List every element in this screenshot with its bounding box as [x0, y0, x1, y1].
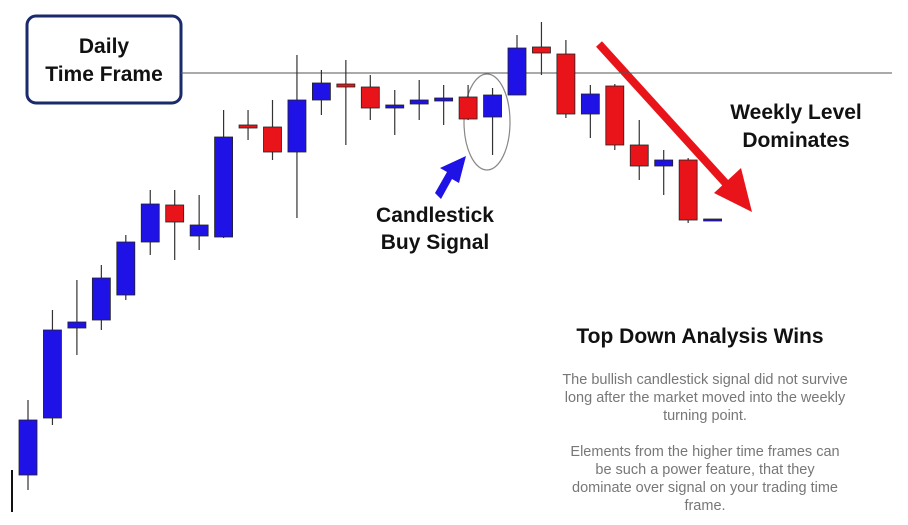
paragraph-line: Elements from the higher time frames can: [570, 444, 839, 460]
paragraph-line: frame.: [684, 498, 725, 514]
candle-body: [580, 93, 600, 115]
candle-body: [703, 218, 722, 222]
candle-body: [67, 321, 87, 329]
candle-body: [238, 124, 258, 129]
paragraph-line: The bullish candlestick signal did not s…: [562, 372, 847, 388]
candle-body: [409, 99, 429, 105]
candle-body: [458, 96, 478, 120]
candle-body: [18, 419, 38, 476]
candle-body: [385, 104, 405, 109]
signal-label: Buy Signal: [381, 231, 490, 254]
signal-ellipse: [463, 73, 511, 171]
candle-body: [214, 136, 234, 238]
red-arrow-head: [714, 168, 752, 212]
candle-body: [336, 83, 356, 88]
label-box: [25, 14, 183, 105]
candle-body: [654, 159, 674, 167]
box-label: Daily: [79, 35, 130, 58]
candle-body: [263, 126, 282, 153]
candle-body: [434, 97, 454, 102]
paragraph-line: be such a power feature, that they: [595, 462, 815, 478]
candle-body: [532, 46, 551, 54]
candle-body: [556, 53, 576, 115]
paragraph-line: dominate over signal on your trading tim…: [572, 480, 838, 496]
candle-body: [43, 329, 62, 419]
red-arrow-shaft: [596, 41, 733, 191]
weekly-label: Dominates: [742, 129, 849, 152]
box-label: Time Frame: [45, 63, 163, 86]
candle-body: [507, 47, 527, 96]
paragraph-line: long after the market moved into the wee…: [565, 390, 846, 406]
candle-body: [189, 224, 209, 237]
candle-body: [605, 85, 625, 146]
candle-body: [165, 204, 185, 223]
candle-body: [360, 86, 380, 109]
candle-body: [483, 94, 502, 118]
candle-body: [91, 277, 111, 321]
blue-arrow: [435, 156, 466, 199]
candle-body: [678, 159, 698, 221]
candle-body: [116, 241, 136, 296]
weekly-label: Weekly Level: [730, 101, 862, 124]
heading: Top Down Analysis Wins: [576, 325, 823, 348]
candle-body: [140, 203, 160, 243]
paragraph-line: turning point.: [663, 408, 747, 424]
signal-label: Candlestick: [376, 204, 494, 227]
candle-body: [287, 99, 307, 153]
candle-body: [629, 144, 649, 167]
candle-body: [311, 82, 331, 101]
